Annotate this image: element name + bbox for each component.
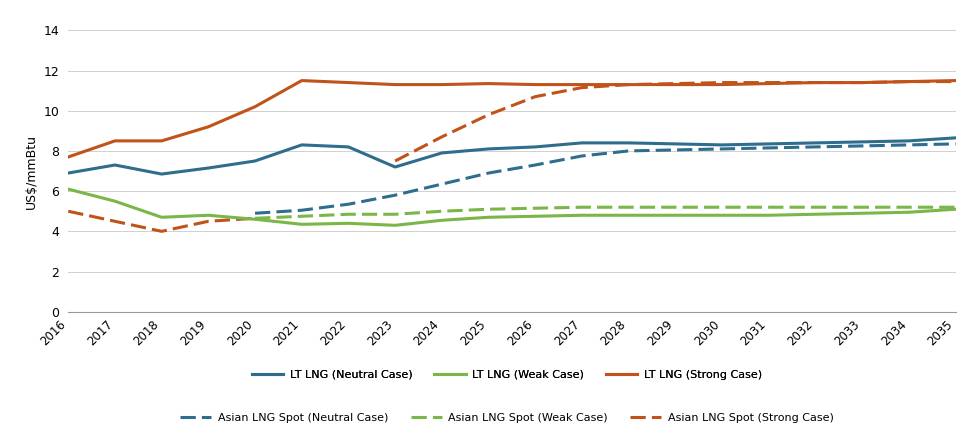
Y-axis label: US$/mmBtu: US$/mmBtu (24, 133, 38, 209)
Legend: Asian LNG Spot (Neutral Case), Asian LNG Spot (Weak Case), Asian LNG Spot (Stron: Asian LNG Spot (Neutral Case), Asian LNG… (176, 409, 838, 427)
Legend: LT LNG (Neutral Case), LT LNG (Weak Case), LT LNG (Strong Case): LT LNG (Neutral Case), LT LNG (Weak Case… (248, 365, 766, 384)
